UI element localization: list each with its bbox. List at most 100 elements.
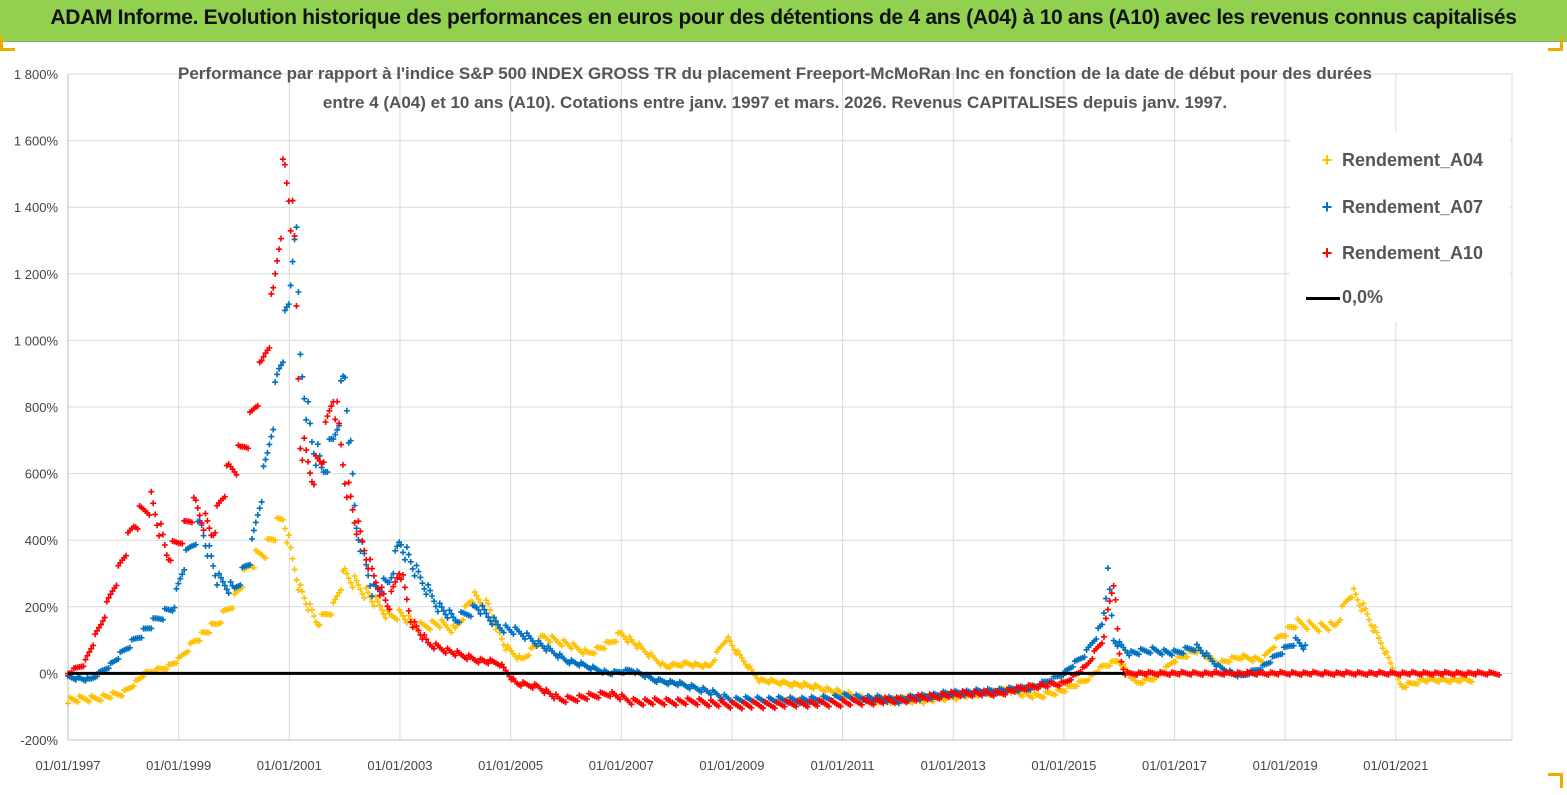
marker-rendement-a07 (1126, 652, 1133, 659)
marker-rendement-a10 (361, 547, 368, 554)
marker-rendement-a10 (409, 624, 416, 631)
marker-rendement-a07 (266, 441, 273, 448)
chart-legend: + Rendement_A04 + Rendement_A07 + Rendem… (1290, 132, 1510, 322)
marker-rendement-a10 (978, 692, 985, 699)
marker-rendement-a04 (568, 645, 575, 652)
marker-rendement-a10 (386, 606, 393, 613)
marker-rendement-a10 (1102, 615, 1109, 622)
marker-rendement-a07 (707, 691, 714, 698)
marker-rendement-a04 (287, 544, 294, 551)
marker-rendement-a10 (628, 701, 635, 708)
marker-rendement-a10 (583, 696, 590, 703)
marker-rendement-a04 (1325, 627, 1332, 634)
marker-rendement-a07 (1108, 612, 1115, 619)
marker-rendement-a10 (343, 494, 350, 501)
marker-rendement-a04 (1304, 626, 1311, 633)
marker-rendement-a04 (1375, 634, 1382, 641)
marker-rendement-a04 (1073, 683, 1080, 690)
x-tick-label: 01/01/2009 (699, 758, 764, 773)
marker-rendement-a10 (661, 701, 668, 708)
marker-rendement-a07 (181, 566, 188, 573)
marker-rendement-a07 (221, 582, 228, 589)
marker-rendement-a10 (694, 701, 701, 708)
marker-rendement-a04 (1383, 649, 1390, 656)
marker-rendement-a04 (1271, 644, 1278, 651)
marker-rendement-a07 (1294, 636, 1301, 643)
marker-rendement-a10 (463, 656, 470, 663)
marker-rendement-a04 (349, 584, 356, 591)
marker-rendement-a04 (217, 619, 224, 626)
marker-rendement-a04 (369, 598, 376, 605)
marker-rendement-a07 (698, 688, 705, 695)
marker-rendement-a04 (394, 616, 401, 623)
marker-rendement-a07 (409, 565, 416, 572)
marker-rendement-a04 (798, 683, 805, 690)
marker-rendement-a10 (347, 493, 354, 500)
marker-rendement-a04 (492, 626, 499, 633)
marker-rendement-a04 (343, 570, 350, 577)
marker-rendement-a07 (369, 593, 376, 600)
marker-rendement-a10 (105, 594, 112, 601)
x-tick-label: 01/01/2015 (1031, 758, 1096, 773)
marker-rendement-a04 (173, 660, 180, 667)
marker-rendement-a07 (421, 585, 428, 592)
marker-rendement-a07 (270, 426, 277, 433)
marker-rendement-a10 (891, 700, 898, 707)
marker-rendement-a07 (533, 643, 540, 650)
marker-rendement-a04 (580, 650, 587, 657)
marker-rendement-a10 (305, 458, 312, 465)
marker-rendement-a10 (278, 235, 285, 242)
x-tick-label: 01/01/2017 (1142, 758, 1207, 773)
marker-rendement-a04 (299, 588, 306, 595)
marker-rendement-a07 (653, 679, 660, 686)
marker-rendement-a04 (1385, 654, 1392, 661)
marker-rendement-a10 (430, 645, 437, 652)
marker-rendement-a04 (1085, 676, 1092, 683)
marker-rendement-a07 (1159, 651, 1166, 658)
marker-rendement-a07 (285, 301, 292, 308)
marker-rendement-a04 (1184, 654, 1191, 661)
marker-rendement-a04 (502, 646, 509, 653)
marker-rendement-a04 (765, 679, 772, 686)
marker-rendement-a04 (1368, 622, 1375, 629)
marker-rendement-a07 (72, 676, 79, 683)
marker-rendement-a10 (640, 702, 647, 709)
marker-rendement-a07 (82, 677, 89, 684)
marker-rendement-a04 (301, 594, 308, 601)
marker-rendement-a10 (804, 703, 811, 710)
marker-rendement-a07 (295, 289, 302, 296)
marker-rendement-a04 (361, 595, 368, 602)
marker-rendement-a10 (188, 519, 195, 526)
marker-rendement-a07 (206, 542, 213, 549)
marker-rendement-a04 (734, 648, 741, 655)
marker-rendement-a10 (148, 488, 155, 495)
marker-rendement-a10 (413, 623, 420, 630)
marker-rendement-a10 (771, 705, 778, 712)
marker-rendement-a10 (353, 531, 360, 538)
marker-rendement-a04 (363, 584, 370, 591)
marker-rendement-a07 (279, 359, 286, 366)
marker-rendement-a04 (312, 618, 319, 625)
corner-mark (1548, 773, 1563, 788)
marker-rendement-a10 (289, 197, 296, 204)
marker-rendement-a10 (258, 357, 265, 364)
marker-rendement-a07 (223, 586, 230, 593)
marker-rendement-a10 (748, 704, 755, 711)
y-tick-label: 0% (39, 666, 58, 681)
marker-rendement-a10 (1104, 606, 1111, 613)
marker-rendement-a07 (301, 395, 308, 402)
marker-rendement-a10 (392, 578, 399, 585)
marker-rendement-a04 (471, 589, 478, 596)
y-tick-label: 1 400% (14, 200, 59, 215)
marker-rendement-a10 (341, 480, 348, 487)
marker-rendement-a10 (338, 441, 345, 448)
marker-rendement-a07 (268, 433, 275, 440)
marker-rendement-a04 (119, 693, 126, 700)
marker-rendement-a04 (1354, 596, 1361, 603)
marker-rendement-a07 (148, 625, 155, 632)
marker-rendement-a10 (793, 703, 800, 710)
banner-title: ADAM Informe. Evolution historique des p… (50, 6, 1517, 29)
marker-rendement-a04 (1337, 616, 1344, 623)
marker-rendement-a04 (483, 597, 490, 604)
marker-rendement-a10 (969, 693, 976, 700)
